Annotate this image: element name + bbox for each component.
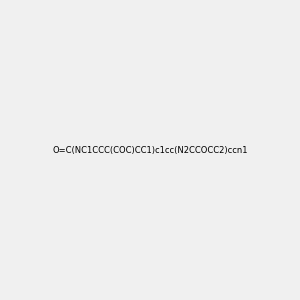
Text: O=C(NC1CCC(COC)CC1)c1cc(N2CCOCC2)ccn1: O=C(NC1CCC(COC)CC1)c1cc(N2CCOCC2)ccn1	[52, 146, 248, 154]
